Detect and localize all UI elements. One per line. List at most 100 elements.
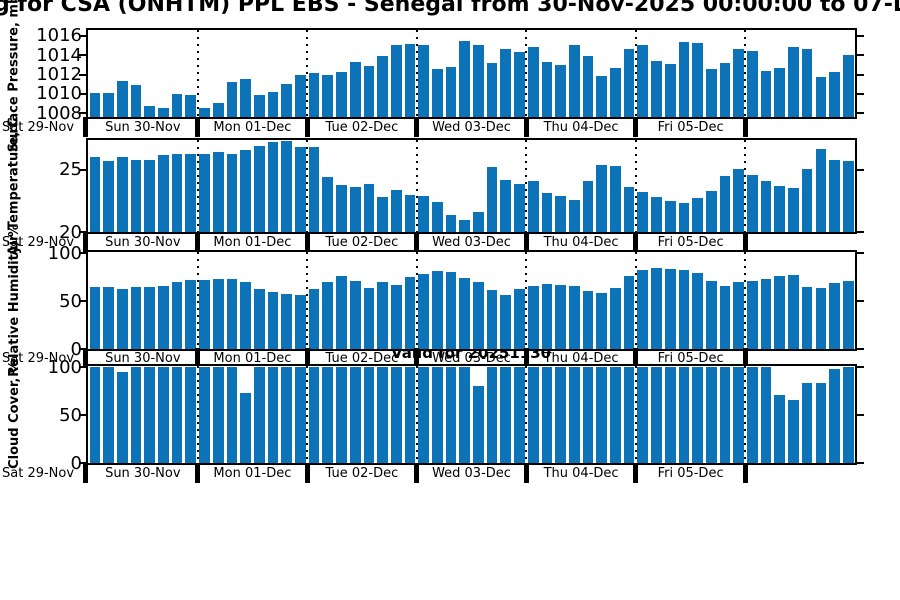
day-label: Tue 02-Dec (325, 235, 399, 250)
relative-humidity-bar (637, 270, 649, 349)
relative-humidity-bar (171, 281, 183, 349)
surface-pressure-bar (349, 61, 361, 117)
air-temperature-bar (418, 195, 429, 232)
axis-tick (857, 34, 864, 37)
surface-pressure-ytick-label: 1014 (36, 44, 82, 66)
axis-tick (79, 34, 86, 37)
day-separator-bar (82, 463, 88, 483)
air-temperature-bar (829, 159, 840, 232)
day-separator-bar (82, 232, 88, 252)
day-separator-bar (414, 348, 420, 368)
air-temperature-bar (349, 187, 361, 232)
cloud-cover-bar (89, 366, 101, 463)
day-separator-bar (633, 232, 639, 252)
surface-pressure-bar (377, 56, 388, 117)
air-temperature-bar (678, 203, 690, 232)
day-label: Wed 03-Dec (432, 351, 511, 366)
cloud-cover-bar (610, 366, 621, 463)
cloud-cover-ytick-label: 50 (59, 404, 82, 426)
axis-tick (857, 231, 864, 233)
figure-title: g for CSA (ONHTM) PPL EBS - Senegal from… (0, 0, 900, 17)
air-temperature-bar (555, 195, 566, 232)
relative-humidity-bar (664, 269, 676, 349)
air-temperature-bar (226, 153, 238, 232)
day-separator-bar (304, 117, 310, 137)
surface-pressure-ytick-label: 1012 (36, 64, 82, 85)
air-temperature-bar (719, 176, 731, 232)
surface-pressure-bar (719, 62, 731, 117)
day-boundary-gridline (634, 252, 637, 349)
surface-pressure-bar (678, 41, 690, 117)
relative-humidity-bar (527, 285, 539, 349)
relative-humidity-bar (432, 271, 443, 349)
cloud-cover-bar (774, 394, 786, 463)
relative-humidity-bar (610, 287, 621, 349)
air-temperature-bar (404, 194, 416, 232)
surface-pressure-bar (651, 60, 662, 117)
relative-humidity-bar (349, 280, 361, 349)
air-temperature-bar (623, 187, 635, 232)
day-label: Sun 30-Nov (105, 235, 181, 250)
cloud-cover-bar (705, 366, 717, 463)
surface-pressure-bar (281, 84, 293, 117)
cloud-cover-bar (541, 366, 553, 463)
day-boundary-gridline (415, 140, 418, 232)
relative-humidity-bar (240, 281, 251, 349)
air-temperature-bar (322, 177, 334, 232)
day-label: Tue 02-Dec (325, 351, 399, 366)
axis-tick (79, 168, 86, 171)
air-temperature-bar (445, 214, 457, 232)
day-label-sat-29-nov: Sat 29-Nov (2, 235, 75, 250)
axis-tick (857, 366, 864, 368)
cloud-cover-bar (267, 366, 279, 463)
day-label: Wed 03-Dec (432, 466, 511, 481)
air-temperature-bar (240, 149, 251, 232)
relative-humidity-bar (555, 284, 566, 349)
air-temperature-bar (199, 153, 210, 232)
surface-pressure-bar (801, 49, 813, 117)
cloud-cover-bar (815, 383, 827, 463)
axis-tick (857, 168, 864, 171)
cloud-cover-bar (240, 392, 251, 463)
cloud-cover-bar (527, 366, 539, 463)
air-temperature-bar (514, 183, 525, 232)
day-boundary-gridline (744, 366, 747, 463)
relative-humidity-bar (226, 278, 238, 349)
relative-humidity-bar (733, 281, 745, 349)
axis-tick (79, 92, 86, 95)
day-boundary-gridline (196, 140, 199, 232)
cloud-cover-bar (664, 366, 676, 463)
surface-pressure-bar (116, 81, 128, 117)
air-temperature-bar (664, 200, 676, 232)
air-temperature-bar (651, 197, 662, 232)
day-separator-bar (304, 463, 310, 483)
cloud-cover-bar (130, 366, 142, 463)
surface-pressure-bar (733, 49, 745, 117)
cloud-cover-bar (158, 366, 169, 463)
relative-humidity-bar (596, 293, 608, 349)
air-temperature-bar (171, 153, 183, 232)
cloud-cover-bar (336, 366, 347, 463)
day-separator-bar (742, 232, 748, 252)
relative-humidity-bar (774, 276, 786, 349)
cloud-cover-bar (829, 368, 840, 463)
relative-humidity-bar (144, 286, 156, 349)
surface-pressure-bar (130, 85, 142, 117)
day-boundary-gridline (525, 30, 528, 117)
relative-humidity-bar (212, 278, 224, 349)
air-temperature-bar (130, 159, 142, 232)
day-separator-bar (195, 463, 201, 483)
day-label: Mon 01-Dec (213, 120, 292, 135)
day-label: Mon 01-Dec (213, 466, 292, 481)
axis-tick (857, 300, 864, 302)
surface-pressure-bar (432, 68, 443, 117)
day-label: Thu 04-Dec (543, 466, 619, 481)
surface-pressure-bar (404, 43, 416, 117)
relative-humidity-bar (253, 288, 265, 349)
air-temperature-bar (116, 157, 128, 232)
air-temperature-bar (774, 186, 786, 232)
relative-humidity-bar (760, 278, 772, 349)
relative-humidity-bar (267, 292, 279, 349)
day-boundary-gridline (525, 252, 528, 349)
